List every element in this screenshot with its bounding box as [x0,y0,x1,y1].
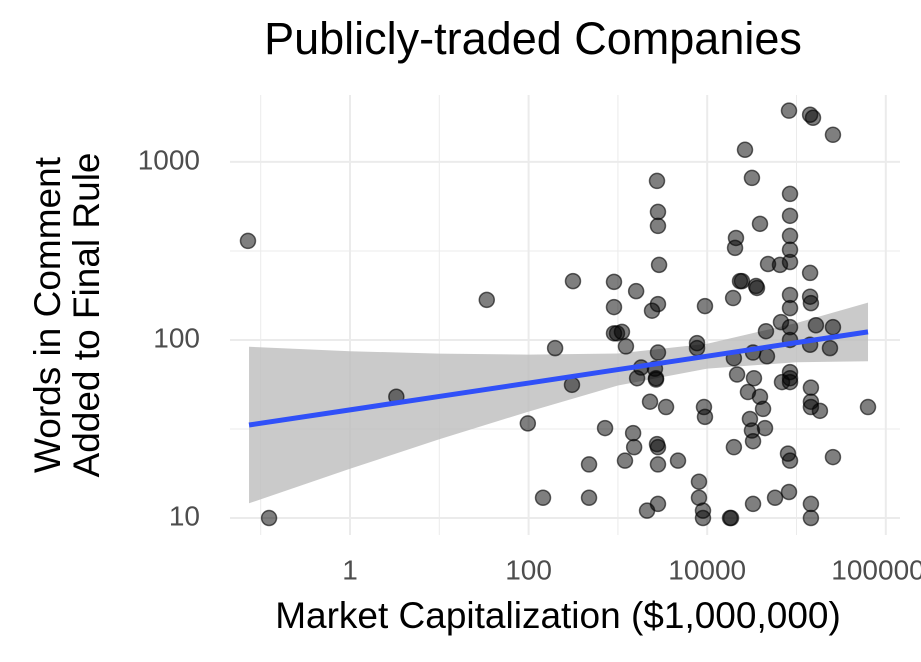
point [627,282,645,300]
point [757,322,775,340]
point [534,489,552,506]
point [781,299,799,317]
x-axis-title: Market Capitalization ($1,000,000) [275,595,841,636]
point [728,366,746,383]
point [696,408,714,426]
x-tick-label: 100 [505,554,552,585]
point [616,452,634,469]
y-tick-label: 100 [153,322,200,353]
point [727,229,745,247]
x-tick-label: 1 [342,554,358,585]
point [688,339,706,357]
point [239,232,257,250]
point [647,371,665,388]
point [802,509,820,527]
point [748,279,766,297]
point [649,344,667,361]
point [824,318,842,336]
chart-title: Publicly-traded Companies [264,13,802,64]
point [605,298,623,316]
point [802,294,820,312]
point [802,495,820,513]
point [780,102,798,119]
point [781,227,799,245]
point [801,264,819,282]
point [781,253,799,271]
point [736,141,754,159]
point [690,473,708,490]
point [564,272,582,290]
point [724,289,742,307]
point [824,448,842,466]
point [650,256,668,274]
point [780,483,798,501]
point [546,339,564,357]
point [807,316,825,334]
point [754,400,772,418]
point [781,373,799,391]
point [260,509,278,527]
point [669,452,687,469]
point [478,291,496,309]
point [725,438,743,456]
point [649,456,667,473]
point [649,217,667,235]
point [657,398,675,416]
point [781,207,799,225]
point [617,338,635,355]
point [802,379,820,396]
point [721,509,739,527]
point [649,295,667,313]
point [641,393,659,410]
point [649,438,667,456]
point [758,348,776,365]
point [859,398,877,416]
point [580,489,598,506]
point [580,456,598,473]
point [756,419,774,437]
y-axis-title: Words in Comment [27,156,68,473]
x-tick-label: 1000000 [831,554,921,585]
point [696,297,714,315]
point [605,273,623,291]
point [745,369,763,387]
point [744,495,762,513]
point [804,109,822,127]
point [613,323,631,341]
point [624,424,642,442]
point [733,272,751,290]
point [781,185,799,203]
y-tick-label: 10 [169,500,200,531]
point [625,438,643,456]
regression-line [248,329,869,428]
point [649,203,667,221]
point [694,509,712,527]
point [781,452,799,469]
x-tick-label: 10000 [668,554,746,585]
point [519,415,537,432]
point [648,172,666,190]
point [596,419,614,437]
y-axis-title: Added to Final Rule [66,153,107,478]
point [744,432,762,450]
point [824,126,842,144]
point [751,215,769,233]
y-tick-label: 1000 [138,144,200,175]
point [821,339,839,357]
point [649,495,667,513]
point [811,402,829,420]
point [766,489,784,506]
point [743,169,761,187]
confidence-band [249,302,869,504]
